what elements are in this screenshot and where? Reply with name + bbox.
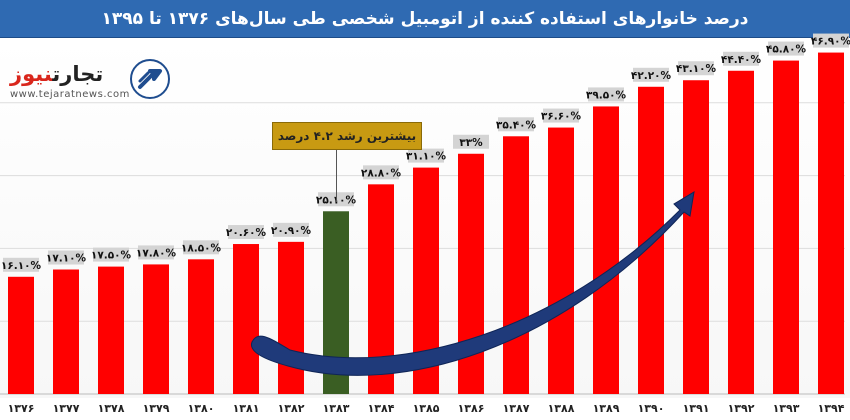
- bars: [8, 52, 844, 395]
- bar: [53, 269, 79, 394]
- trend-arrow-shape: [251, 191, 695, 376]
- bar: [143, 264, 169, 394]
- data-label-bg: [678, 61, 714, 76]
- data-label-bg: [273, 222, 309, 237]
- chart-title: درصد خانوارهای استفاده کننده از اتومبیل …: [0, 0, 850, 38]
- data-label-bg: [183, 240, 219, 255]
- data-label-bg: [93, 247, 129, 262]
- x-tick-label: ۱۳۸۳: [323, 402, 350, 415]
- data-label-bg: [408, 148, 444, 163]
- x-tick-label: ۱۳۹۲: [728, 402, 755, 415]
- x-tick-label: ۱۳۸۲: [278, 402, 305, 415]
- bar: [548, 127, 574, 394]
- data-label: ۳۵.۴۰%: [496, 119, 537, 131]
- bar: [683, 80, 709, 395]
- data-label: ۱۷.۵۰%: [91, 250, 132, 262]
- data-label: ۳۳%: [459, 137, 483, 149]
- bar: [728, 70, 754, 394]
- x-tick-label: ۱۳۸۰: [188, 402, 215, 415]
- x-tick-label: ۱۳۹۴: [818, 402, 845, 415]
- x-tick-label: ۱۳۷۶: [8, 402, 35, 415]
- x-tick-label: ۱۳۸۴: [368, 402, 395, 415]
- x-tick-label: ۱۳۸۶: [458, 402, 485, 415]
- data-label-bg: [588, 87, 624, 102]
- data-label-bg: [723, 51, 759, 66]
- data-label: ۳۱.۱۰%: [406, 151, 447, 163]
- data-label: ۱۶.۱۰%: [1, 260, 42, 272]
- bar: [818, 52, 844, 395]
- data-label: ۲۰.۶۰%: [226, 227, 267, 239]
- brand-name-part1: تجارت: [52, 62, 104, 86]
- x-tick-label: ۱۳۸۱: [233, 402, 260, 415]
- data-label: ۴۲.۲۰%: [631, 70, 672, 82]
- data-label-bg: [48, 250, 84, 265]
- tejaratnews-logo-icon: [130, 59, 170, 99]
- bar: [773, 60, 799, 395]
- x-tick-label: ۱۳۷۷: [53, 402, 80, 415]
- value-labels: ۱۶.۱۰% ۱۷.۱۰% ۱۷.۵۰% ۱۷.۸۰% ۱۸.۵۰% ۲۰.۶۰% ۲۰.۹…: [1, 33, 850, 272]
- x-tick-label: ۱۳۸۵: [413, 402, 440, 415]
- bar: [233, 244, 259, 394]
- data-label: ۴۴.۴۰%: [721, 54, 762, 66]
- x-tick-label: ۱۳۹۰: [638, 402, 665, 415]
- x-axis: ۱۳۷۶ ۱۳۷۷ ۱۳۷۸ ۱۳۷۹ ۱۳۸۰ ۱۳۸۱ ۱۳۸۲ ۱۳۸۳ ۱۳۸۴ ۱۳۸۵…: [8, 402, 845, 415]
- data-label: ۳۶.۶۰%: [541, 111, 582, 123]
- x-tick-label: ۱۳۸۹: [593, 402, 620, 415]
- data-label: ۱۸.۵۰%: [181, 242, 222, 254]
- data-label: ۱۷.۱۰%: [46, 253, 87, 265]
- trend-arrow: [251, 191, 695, 376]
- data-label-bg: [813, 33, 849, 48]
- data-label-bg: [768, 41, 804, 56]
- x-tick-label: ۱۳۷۸: [98, 402, 125, 415]
- bar: [278, 241, 304, 394]
- brand-name: تجارتنیوز: [10, 62, 103, 86]
- x-tick-label: ۱۳۸۷: [503, 402, 530, 415]
- annotation-leader-line: [336, 150, 337, 202]
- data-label-bg: [3, 257, 39, 272]
- max-growth-annotation: بیشترین رشد ۴.۲ درصد: [272, 122, 422, 150]
- data-label: ۲۸.۸۰%: [361, 167, 402, 179]
- data-label-bg: [453, 134, 489, 149]
- bar: [593, 106, 619, 394]
- data-label: ۱۷.۸۰%: [136, 247, 177, 259]
- bar: [188, 259, 214, 394]
- x-tick-label: ۱۳۸۸: [548, 402, 575, 415]
- data-label-bg: [633, 67, 669, 82]
- data-label-bg: [363, 165, 399, 180]
- x-tick-label: ۱۳۷۹: [143, 402, 170, 415]
- data-label: ۴۶.۹۰%: [811, 36, 850, 48]
- brand-name-part2: نیوز: [10, 62, 53, 86]
- data-label: ۳۹.۵۰%: [586, 89, 627, 101]
- data-label-bg: [228, 225, 264, 240]
- brand-site: www.tejaratnews.com: [10, 89, 130, 100]
- x-tick-label: ۱۳۹۱: [683, 402, 710, 415]
- data-label-bg: [543, 108, 579, 123]
- x-tick-label: ۱۳۹۳: [773, 402, 800, 415]
- bar: [8, 276, 34, 394]
- bar: [98, 266, 124, 394]
- data-label-bg: [498, 117, 534, 132]
- data-label: ۴۵.۸۰%: [766, 44, 807, 56]
- data-label-bg: [138, 245, 174, 260]
- brand-logo: تجارتنیوز www.tejaratnews.com: [4, 56, 174, 106]
- data-label: ۴۳.۱۰%: [676, 63, 717, 75]
- data-label: ۲۰.۹۰%: [271, 225, 312, 237]
- bar: [503, 136, 529, 394]
